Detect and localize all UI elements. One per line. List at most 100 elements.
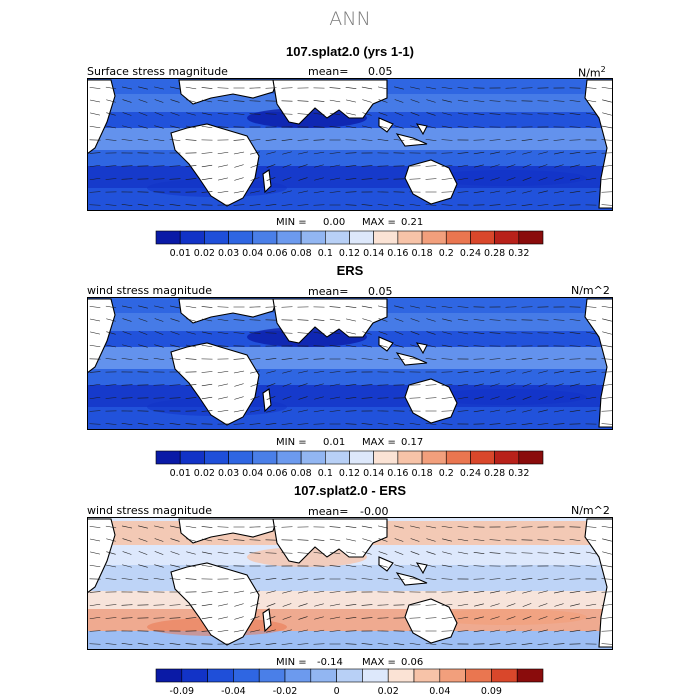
colorbar-bin	[349, 450, 374, 465]
landmass-madagascar	[262, 169, 272, 194]
wind-vector	[362, 331, 372, 335]
wind-vector	[522, 409, 532, 413]
landmass-americas_w	[87, 79, 116, 155]
colorbar-bin	[179, 450, 205, 465]
wind-vector	[537, 578, 549, 580]
wind-vector	[570, 383, 580, 387]
wind-vector	[297, 113, 309, 115]
wind-vector	[345, 604, 357, 606]
wind-vector	[169, 139, 181, 141]
wind-vector	[105, 344, 117, 348]
wind-vector	[602, 331, 612, 335]
wind-vector	[489, 190, 501, 194]
wind-vector	[554, 616, 564, 620]
wind-vector	[425, 525, 437, 529]
wind-vector	[185, 165, 197, 167]
wind-vector	[249, 100, 261, 102]
wind-vector	[201, 591, 213, 593]
wind-vector	[281, 113, 293, 115]
wind-vector	[297, 578, 309, 580]
wind-vector	[538, 396, 548, 400]
wind-vector	[521, 204, 533, 206]
wind-vector	[297, 409, 309, 413]
colorbar-bin	[252, 450, 278, 465]
colorbar-tick-label: 0.09	[481, 686, 502, 697]
colorbar-bin	[387, 668, 415, 683]
wind-vector	[89, 125, 101, 129]
wind-vector	[89, 344, 101, 348]
wind-vector	[521, 306, 533, 308]
panel-3-mean-label: mean=	[308, 505, 349, 518]
wind-vector	[89, 616, 101, 620]
field-feature	[247, 547, 367, 567]
colorbar-tick-label: 0.04	[429, 686, 450, 697]
wind-vector	[346, 538, 356, 542]
wind-vector	[569, 539, 581, 541]
wind-vector	[282, 151, 292, 155]
wind-vector	[377, 178, 389, 180]
landmass-asia	[272, 298, 388, 344]
wind-vector	[506, 629, 516, 633]
wind-vector	[585, 152, 597, 154]
wind-vector	[153, 357, 165, 361]
wind-vector	[457, 152, 469, 154]
wind-vector	[425, 423, 437, 425]
wind-vector	[522, 370, 532, 374]
wind-vector	[297, 358, 309, 360]
wind-vector	[313, 565, 325, 567]
wind-vector	[490, 164, 500, 168]
colorbar-tick-label: 0.16	[387, 248, 408, 259]
wind-vector	[601, 125, 613, 129]
wind-vector	[441, 139, 453, 141]
wind-vector	[585, 396, 597, 400]
wind-vector	[441, 165, 453, 167]
figure-title: ANN	[329, 8, 371, 30]
wind-vector	[169, 617, 181, 619]
wind-vector	[185, 204, 197, 206]
panel-3-mean-value: -0.00	[360, 505, 389, 518]
wind-vector	[457, 603, 469, 607]
wind-vector	[361, 178, 373, 180]
wind-vector	[426, 318, 436, 322]
panel-1-title: 107.splat2.0 (yrs 1-1)	[286, 44, 414, 59]
wind-vector	[377, 358, 389, 360]
colorbar-bin	[421, 230, 447, 245]
field-band	[87, 128, 613, 150]
wind-vector	[313, 190, 325, 194]
panel-3-colorbar: -0.09 -0.04 -0.02 0 0.02 0.04 0.09	[155, 668, 544, 697]
wind-vector	[505, 139, 517, 141]
wind-vector	[394, 331, 404, 335]
wind-vector	[489, 629, 501, 633]
wind-vector	[185, 139, 197, 141]
colorbar-bin	[465, 668, 492, 683]
wind-vector	[410, 112, 420, 116]
wind-vector	[106, 99, 116, 103]
wind-vector	[233, 190, 245, 194]
wind-vector	[393, 577, 405, 581]
wind-vector	[378, 551, 388, 555]
wind-vector	[201, 526, 213, 528]
wind-vector	[233, 629, 245, 633]
colorbar-bin	[228, 230, 254, 245]
wind-vector	[138, 86, 148, 90]
wind-vector	[297, 204, 309, 206]
wind-vector	[602, 99, 612, 103]
wind-vector	[378, 125, 388, 129]
wind-vector	[361, 578, 373, 580]
colorbar-tick-label: 0.14	[363, 248, 384, 259]
wind-vector	[329, 345, 341, 347]
wind-vector	[537, 643, 549, 645]
wind-vector	[570, 603, 580, 607]
wind-vector	[377, 617, 389, 619]
wind-vector	[266, 151, 276, 155]
wind-vector	[314, 177, 324, 181]
wind-vector	[345, 591, 357, 593]
wind-vector	[185, 643, 197, 645]
wind-vector	[329, 603, 341, 607]
wind-vector	[553, 643, 565, 645]
wind-vector	[425, 384, 437, 386]
colorbar-bin	[397, 450, 423, 465]
wind-vector	[473, 590, 485, 594]
wind-vector	[345, 152, 357, 154]
landmass-americas_w	[87, 298, 116, 374]
